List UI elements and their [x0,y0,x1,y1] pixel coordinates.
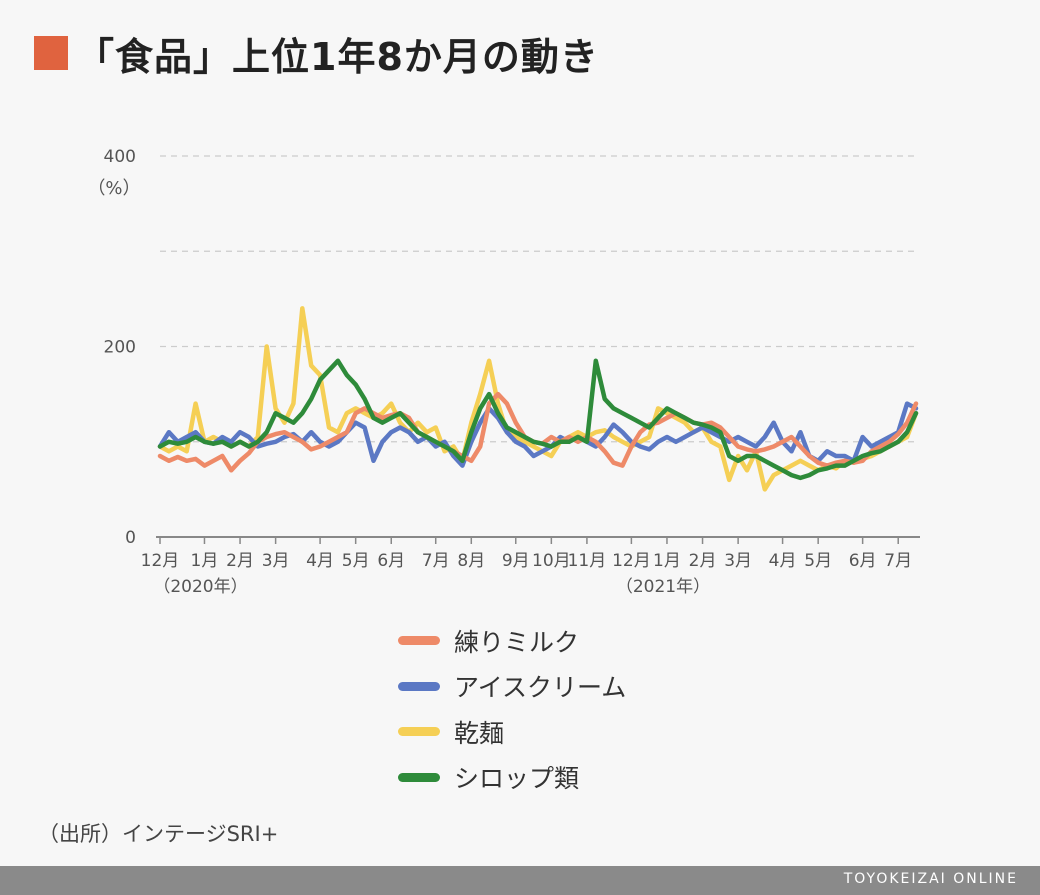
x-tick-label-3: 3月 [262,551,290,571]
x-tick-label-16: 4月 [769,551,797,571]
x-tick-label-14: 2月 [689,551,717,571]
x-year-label-1: （2021年） [616,577,710,597]
y-tick-label-200: 200 [104,338,136,358]
y-tick-label-0: 0 [125,528,136,548]
x-tick-label-18: 6月 [849,551,877,571]
legend-swatch-neri-milk [398,636,440,646]
legend-item-ice-cream: アイスクリーム [398,664,626,710]
x-tick-label-15: 3月 [724,551,752,571]
legend-swatch-syrup [398,772,440,782]
x-tick-label-6: 6月 [377,551,405,571]
x-tick-label-2: 2月 [226,551,254,571]
legend-swatch-kanmen [398,727,440,737]
series-line-1 [157,401,919,468]
x-tick-label-1: 1月 [191,551,219,571]
legend-item-kanmen: 乾麺 [398,709,626,755]
legend-label-syrup: シロップ類 [454,764,580,794]
x-tick-label-4: 4月 [306,551,334,571]
legend-item-syrup: シロップ類 [398,755,626,801]
x-tick-label-10: 10月 [532,551,571,571]
legend-label-neri-milk: 練りミルク [454,627,580,657]
footer-brand: TOYOKEIZAI ONLINE [843,871,1018,887]
legend-label-ice-cream: アイスクリーム [454,673,627,703]
series-line-2 [157,306,919,492]
legend: 練りミルク アイスクリーム 乾麺 シロップ類 [398,618,626,800]
legend-label-kanmen: 乾麺 [454,718,505,748]
x-tick-label-8: 8月 [457,551,485,571]
x-tick-label-11: 11月 [568,551,607,571]
y-axis-unit-label: （%） [87,178,140,199]
series-line-3 [157,358,919,481]
x-tick-label-7: 7月 [422,551,450,571]
source-note: （出所）インテージSRI+ [38,822,279,846]
chart-title: 「食品」上位1年8か月の動き [34,28,599,79]
title-text: 「食品」上位1年8か月の動き [76,34,599,79]
x-tick-label-0: 12月 [141,551,180,571]
x-tick-label-13: 1月 [653,551,681,571]
x-tick-label-19: 7月 [884,551,912,571]
x-year-label-0: （2020年） [153,577,247,597]
x-tick-label-9: 9月 [502,551,530,571]
x-tick-label-12: 12月 [612,551,651,571]
footer-bar: TOYOKEIZAI ONLINE [0,866,1040,895]
legend-item-neri-milk: 練りミルク [398,618,626,664]
x-tick-label-5: 5月 [342,551,370,571]
x-tick-label-17: 5月 [804,551,832,571]
title-marker-square [34,36,68,70]
y-tick-label-400: 400 [104,147,136,167]
legend-swatch-ice-cream [398,681,440,691]
